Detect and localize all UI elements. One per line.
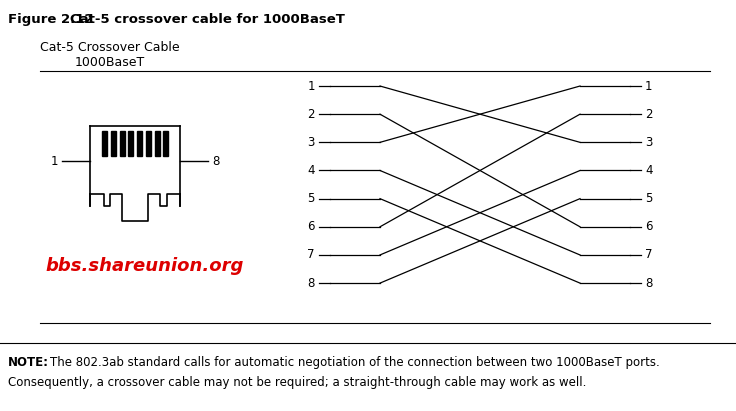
Text: 2: 2: [308, 108, 315, 121]
Text: 1: 1: [51, 155, 58, 168]
Bar: [137, 131, 142, 156]
Text: 1000BaseT: 1000BaseT: [75, 56, 145, 69]
Text: 8: 8: [308, 277, 315, 290]
Text: 3: 3: [645, 136, 652, 149]
Text: 7: 7: [645, 249, 653, 261]
Text: 5: 5: [645, 192, 652, 205]
Bar: [120, 131, 124, 156]
Bar: [146, 131, 151, 156]
Text: Figure 2.12: Figure 2.12: [8, 13, 93, 26]
Text: 6: 6: [308, 220, 315, 233]
Bar: [129, 131, 133, 156]
Text: The 802.3ab standard calls for automatic negotiation of the connection between t: The 802.3ab standard calls for automatic…: [50, 356, 659, 369]
Text: Consequently, a crossover cable may not be required; a straight-through cable ma: Consequently, a crossover cable may not …: [8, 376, 587, 389]
Text: bbs.shareunion.org: bbs.shareunion.org: [45, 257, 244, 275]
Text: 6: 6: [645, 220, 653, 233]
Text: NOTE:: NOTE:: [8, 356, 49, 369]
Text: 3: 3: [308, 136, 315, 149]
Bar: [163, 131, 169, 156]
Bar: [155, 131, 160, 156]
Bar: [102, 131, 107, 156]
Text: 1: 1: [645, 80, 653, 92]
Text: 2: 2: [645, 108, 653, 121]
Text: 4: 4: [645, 164, 653, 177]
Text: Cat-5 crossover cable for 1000BaseT: Cat-5 crossover cable for 1000BaseT: [70, 13, 345, 26]
Bar: [111, 131, 116, 156]
Text: Cat-5 Crossover Cable: Cat-5 Crossover Cable: [40, 41, 180, 54]
Text: 8: 8: [645, 277, 652, 290]
Text: 8: 8: [212, 155, 219, 168]
Text: 5: 5: [308, 192, 315, 205]
Text: 7: 7: [308, 249, 315, 261]
Text: 4: 4: [308, 164, 315, 177]
Text: 1: 1: [308, 80, 315, 92]
